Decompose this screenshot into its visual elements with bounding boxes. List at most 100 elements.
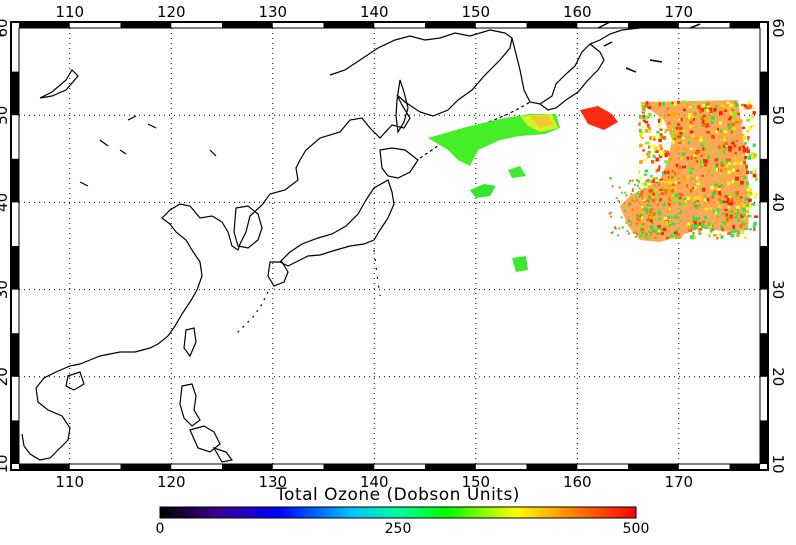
ozone-pixel — [752, 143, 756, 147]
ozone-pixel — [704, 226, 708, 229]
ozone-pixel — [652, 192, 655, 196]
ozone-pixel — [682, 128, 686, 132]
ozone-pixel — [751, 115, 755, 119]
ozone-pixel — [662, 102, 666, 106]
ozone-pixel — [673, 126, 676, 130]
ozone-pixel — [648, 130, 652, 133]
ozone-pixel — [649, 210, 652, 214]
ozone-pixel — [669, 101, 673, 106]
ozone-pixel — [647, 237, 651, 240]
ozone-pixel — [685, 132, 688, 136]
ozone-pixel — [720, 184, 724, 188]
ozone-pixel — [736, 233, 740, 237]
ozone-pixel — [625, 221, 628, 224]
ozone-pixel — [746, 181, 749, 185]
ozone-pixel — [641, 207, 645, 211]
ozone-pixel — [745, 167, 748, 171]
ozone-pixel — [737, 230, 741, 235]
ozone-pixel — [719, 122, 722, 126]
ozone-pixel — [674, 114, 678, 117]
ozone-pixel — [692, 233, 695, 237]
lon-label-bottom-170: 170 — [664, 473, 693, 491]
ozone-pixel — [692, 224, 696, 228]
ozone-pixel — [719, 129, 723, 133]
ozone-pixel — [644, 185, 648, 189]
ozone-pixel — [661, 171, 665, 175]
ozone-pixel — [679, 165, 682, 170]
ozone-pixel — [636, 232, 639, 235]
ozone-pixel — [752, 125, 756, 128]
ozone-pixel — [657, 211, 662, 216]
ozone-pixel — [741, 126, 746, 130]
ozone-pixel — [739, 161, 743, 166]
ozone-pixel — [714, 210, 718, 215]
ozone-pixel — [754, 215, 758, 218]
ozone-pixel — [754, 177, 758, 181]
ozone-pixel — [752, 173, 757, 178]
ozone-pixel — [703, 143, 707, 148]
ozone-pixel — [649, 208, 652, 212]
ozone-pixel — [636, 184, 639, 187]
ozone-pixel — [679, 132, 682, 135]
ozone-pixel — [638, 214, 642, 219]
colorbar-max-label: 500 — [623, 521, 650, 537]
ozone-pixel — [748, 100, 752, 105]
ozone-pixel — [750, 117, 753, 121]
ozone-pixel — [670, 189, 675, 193]
ozone-pixel — [731, 197, 734, 201]
ozone-pixel — [698, 228, 703, 231]
ozone-pixel — [649, 215, 654, 220]
ozone-pixel — [640, 130, 644, 134]
coastline-hokkaido — [379, 147, 419, 179]
ozone-pixel — [686, 220, 691, 223]
ozone-pixel — [650, 174, 653, 178]
ozone-pixel — [684, 204, 688, 207]
ozone-pixel — [688, 113, 692, 117]
ozone-pixel — [624, 191, 627, 194]
ozone-pixel — [746, 170, 750, 175]
ozone-pixel — [716, 127, 719, 131]
ozone-pixel — [736, 112, 741, 115]
frame-check-bottom — [222, 464, 273, 470]
ozone-pixel — [671, 183, 676, 186]
ozone-pixel — [677, 118, 681, 121]
ozone-pixel — [692, 202, 696, 206]
ozone-pixel — [681, 165, 686, 169]
ozone-pixel — [693, 217, 697, 222]
ozone-pixel — [636, 199, 639, 202]
ozone-pixel — [608, 212, 611, 215]
ozone-pixel — [645, 101, 649, 105]
ozone-pixel — [645, 180, 648, 183]
ozone-pixel — [729, 103, 733, 108]
ozone-pixel — [697, 226, 702, 230]
ozone-pixel — [743, 104, 747, 108]
ozone-pixel — [644, 129, 649, 133]
ozone-pixel — [711, 195, 715, 199]
ozone-pixel — [657, 148, 661, 152]
ozone-pixel — [721, 177, 726, 180]
ozone-pixel — [745, 212, 749, 216]
ozone-pixel — [687, 168, 692, 173]
ozone-pixel — [663, 149, 668, 153]
ozone-pixel — [744, 107, 749, 110]
lat-label-right-50: 50 — [769, 106, 787, 125]
ozone-pixel — [639, 228, 644, 231]
ozone-pixel — [699, 160, 702, 163]
ozone-pixel — [744, 197, 749, 201]
ozone-pixel — [748, 153, 752, 156]
coastline-mainland — [21, 29, 513, 461]
ozone-pixel — [631, 179, 634, 182]
ozone-pixel — [726, 107, 730, 111]
ozone-pixel — [719, 193, 722, 197]
ozone-pixel — [668, 202, 671, 206]
frame-check-top — [120, 22, 172, 28]
ozone-pixel — [618, 186, 621, 189]
ozone-pixel — [658, 194, 661, 197]
ozone-pixel — [680, 117, 683, 122]
ozone-pixel — [682, 176, 686, 181]
ozone-pixel — [655, 181, 658, 184]
ozone-patch-green-a — [470, 184, 496, 198]
ozone-pixel — [652, 155, 656, 159]
lon-label-top-130: 130 — [258, 3, 287, 21]
ozone-pixel — [617, 234, 620, 237]
